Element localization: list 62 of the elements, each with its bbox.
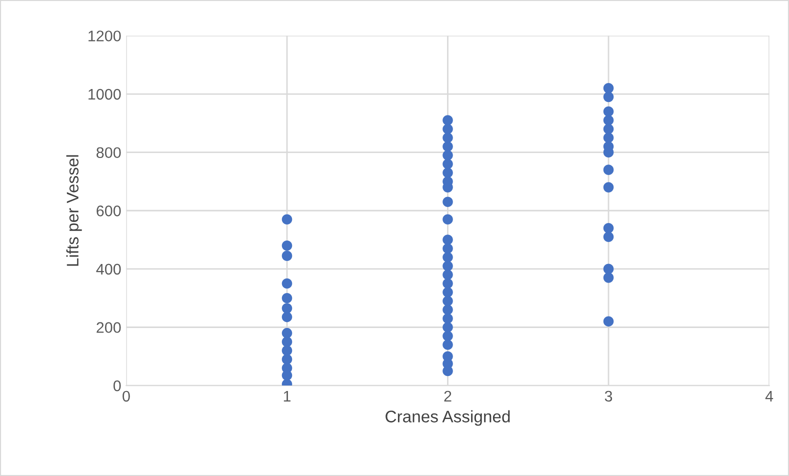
point: [603, 164, 614, 175]
point: [442, 287, 453, 298]
point: [282, 354, 292, 364]
point: [282, 292, 292, 304]
point: [603, 132, 614, 143]
point: [442, 330, 453, 342]
point: [442, 141, 453, 152]
x-tick-label: 2: [444, 390, 452, 402]
y-tick-label: 0: [113, 380, 121, 392]
point: [282, 303, 292, 314]
y-tick-label: 200: [96, 322, 121, 333]
x-axis-title: Cranes Assigned: [386, 410, 510, 426]
point: [282, 345, 292, 356]
point: [442, 260, 453, 272]
point: [442, 234, 453, 245]
point: [442, 214, 453, 225]
point: [603, 232, 614, 242]
point: [442, 196, 453, 208]
point: [282, 370, 292, 381]
point: [603, 272, 614, 283]
point: [603, 83, 614, 94]
y-tick-label: 1200: [88, 30, 121, 42]
y-tick-label: 600: [96, 206, 121, 216]
point: [442, 158, 453, 170]
point: [282, 278, 292, 289]
point: [282, 328, 292, 338]
point: [442, 304, 453, 315]
point: [603, 316, 614, 327]
point: [442, 270, 453, 280]
point: [603, 182, 614, 192]
point: [603, 124, 614, 134]
point: [282, 312, 292, 322]
point: [603, 222, 614, 234]
y-tick-label: 800: [96, 147, 121, 158]
y-tick-label: 400: [96, 264, 121, 275]
x-tick-label: 4: [765, 390, 774, 402]
point: [442, 322, 453, 332]
point: [442, 243, 453, 254]
point: [442, 150, 453, 160]
point: [442, 252, 453, 262]
point: [442, 296, 453, 306]
point: [603, 106, 614, 117]
point: [442, 313, 453, 324]
point: [282, 214, 292, 225]
point: [282, 250, 292, 261]
y-axis-title: Lifts per Vessel: [66, 155, 82, 266]
point: [442, 278, 453, 289]
point: [442, 132, 453, 143]
x-tick-label: 3: [604, 390, 612, 402]
point: [282, 240, 292, 251]
x-tick-label: 0: [122, 390, 130, 402]
point: [442, 168, 453, 178]
point: [603, 264, 614, 274]
point: [603, 92, 614, 102]
point: [603, 115, 614, 126]
point: [282, 336, 292, 347]
point: [442, 124, 453, 134]
x-tick-label: 1: [284, 390, 290, 402]
point: [442, 366, 453, 376]
y-tick-label: 1000: [88, 88, 121, 100]
point: [442, 115, 453, 126]
point: [442, 340, 453, 350]
